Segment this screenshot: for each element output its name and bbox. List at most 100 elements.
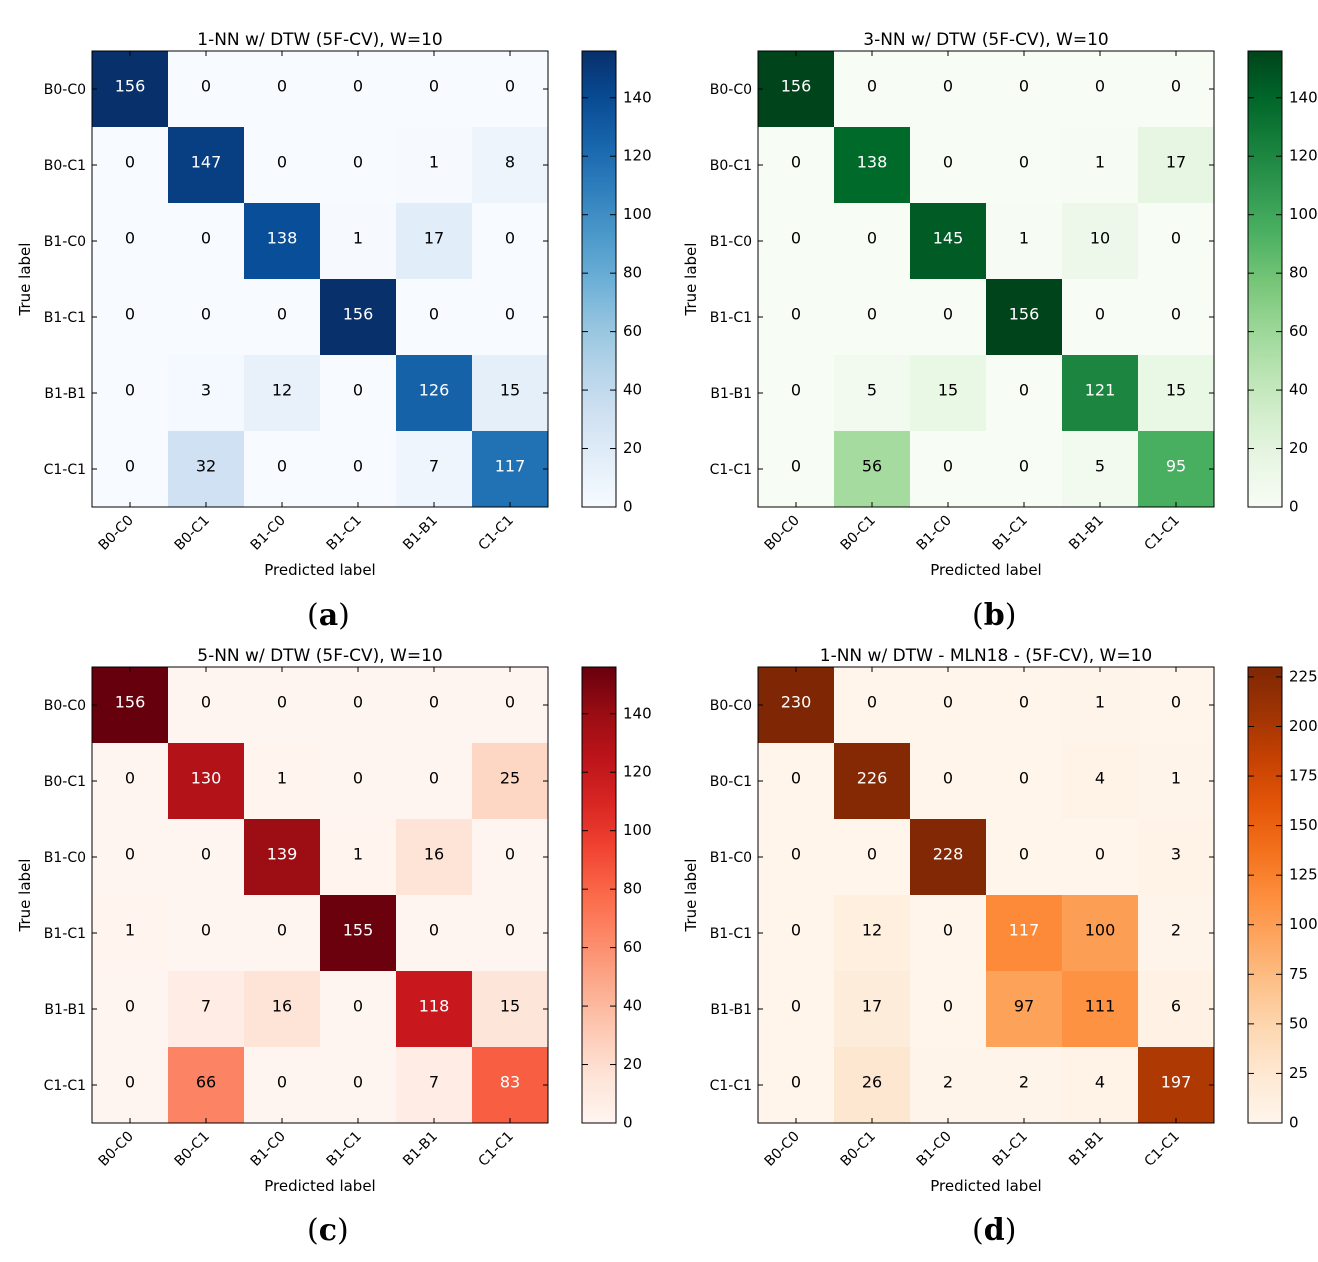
cell-value-label: 1 [429, 153, 439, 172]
cell-value-label: 0 [943, 305, 953, 324]
heatmap-cell [168, 819, 244, 895]
heatmap-cell [92, 203, 168, 279]
cell-value-label: 0 [867, 693, 877, 712]
cell-value-label: 0 [867, 305, 877, 324]
heatmap-cell [986, 743, 1062, 819]
cell-value-label: 156 [115, 693, 146, 712]
colorbar [581, 50, 617, 508]
cell-value-label: 0 [505, 693, 515, 712]
heatmap-cell [92, 279, 168, 355]
x-tick-label: B0-C0 [762, 513, 803, 554]
y-tick-label: B1-C1 [44, 310, 86, 326]
colorbar-tick-label: 80 [623, 264, 642, 282]
heatmap-cell [168, 355, 244, 431]
cell-value-label: 0 [1019, 153, 1029, 172]
heatmap-cell [758, 127, 834, 203]
heatmap-cell [986, 667, 1062, 743]
heatmap-cell [244, 895, 320, 971]
cell-value-label: 0 [791, 997, 801, 1016]
heatmap-cell [320, 431, 396, 507]
x-tick-label: B0-C1 [172, 513, 213, 554]
cell-value-label: 95 [1166, 457, 1186, 476]
cell-value-label: 0 [277, 457, 287, 476]
cell-value-label: 0 [791, 153, 801, 172]
x-axis-label: Predicted label [930, 1177, 1041, 1195]
cell-value-label: 0 [1019, 769, 1029, 788]
heatmap-cell [92, 355, 168, 431]
heatmap-cell [1138, 895, 1214, 971]
heatmap-cell [1062, 819, 1138, 895]
cell-value-label: 0 [125, 845, 135, 864]
heatmap-cell [834, 667, 910, 743]
colorbar-tick-label: 80 [623, 880, 642, 898]
cell-value-label: 5 [867, 381, 877, 400]
cell-value-label: 7 [201, 997, 211, 1016]
colorbar [1247, 50, 1283, 508]
heatmap-cell [168, 667, 244, 743]
heatmap-cell [472, 1047, 548, 1123]
cell-value-label: 0 [943, 921, 953, 940]
heatmap-cell [910, 431, 986, 507]
cell-value-label: 0 [505, 921, 515, 940]
cell-value-label: 0 [867, 845, 877, 864]
heatmap-cell [92, 51, 168, 127]
heatmap-cell [986, 819, 1062, 895]
cell-value-label: 0 [791, 381, 801, 400]
heatmap-cell [472, 971, 548, 1047]
chart-title: 5-NN w/ DTW (5F-CV), W=10 [197, 646, 443, 666]
colorbar-tick-label: 0 [1289, 1114, 1299, 1132]
chart-title: 1-NN w/ DTW (5F-CV), W=10 [197, 30, 443, 50]
cell-value-label: 1 [353, 845, 363, 864]
colorbar-tick-label: 100 [1289, 205, 1318, 223]
cell-value-label: 26 [862, 1073, 882, 1092]
cell-value-label: 0 [1171, 229, 1181, 248]
x-tick-label: B0-C0 [96, 1129, 137, 1170]
y-tick-label: B1-C1 [44, 926, 86, 942]
y-tick-label: C1-C1 [44, 1078, 86, 1094]
heatmap-cell [910, 51, 986, 127]
heatmap-cell [472, 203, 548, 279]
heatmap-cell [758, 431, 834, 507]
heatmap-cell [834, 971, 910, 1047]
colorbar-tick-label: 100 [623, 821, 652, 839]
heatmap-cell [92, 971, 168, 1047]
heatmap-cell [910, 819, 986, 895]
cell-value-label: 0 [791, 1073, 801, 1092]
x-tick-label: B0-C1 [838, 513, 879, 554]
cell-value-label: 130 [191, 769, 222, 788]
colorbar-tick-label: 175 [1289, 767, 1318, 785]
heatmap-cell [758, 895, 834, 971]
heatmap-cell [320, 127, 396, 203]
y-tick-label: B1-C0 [44, 850, 86, 866]
cell-value-label: 0 [943, 153, 953, 172]
cell-value-label: 0 [1019, 381, 1029, 400]
cell-value-label: 0 [1095, 77, 1105, 96]
cell-value-label: 17 [1166, 153, 1186, 172]
cell-value-label: 3 [201, 381, 211, 400]
x-tick-label: B1-B1 [400, 1129, 441, 1170]
cell-value-label: 56 [862, 457, 882, 476]
cell-value-label: 0 [791, 921, 801, 940]
heatmap-cell [834, 895, 910, 971]
heatmap-cell [396, 127, 472, 203]
heatmap-cell [1062, 667, 1138, 743]
cell-value-label: 0 [353, 997, 363, 1016]
colorbar [581, 666, 617, 1124]
cell-value-label: 0 [1171, 305, 1181, 324]
heatmap-cell [910, 895, 986, 971]
cell-value-label: 0 [1171, 77, 1181, 96]
cell-value-label: 121 [1085, 381, 1116, 400]
cell-value-label: 117 [495, 457, 526, 476]
heatmap-cell [396, 279, 472, 355]
cell-value-label: 0 [353, 693, 363, 712]
cell-value-label: 0 [867, 77, 877, 96]
cell-value-label: 0 [125, 381, 135, 400]
cell-value-label: 97 [1014, 997, 1034, 1016]
heatmap-cell [1062, 971, 1138, 1047]
y-tick-label: B1-C1 [710, 310, 752, 326]
cell-value-label: 8 [505, 153, 515, 172]
